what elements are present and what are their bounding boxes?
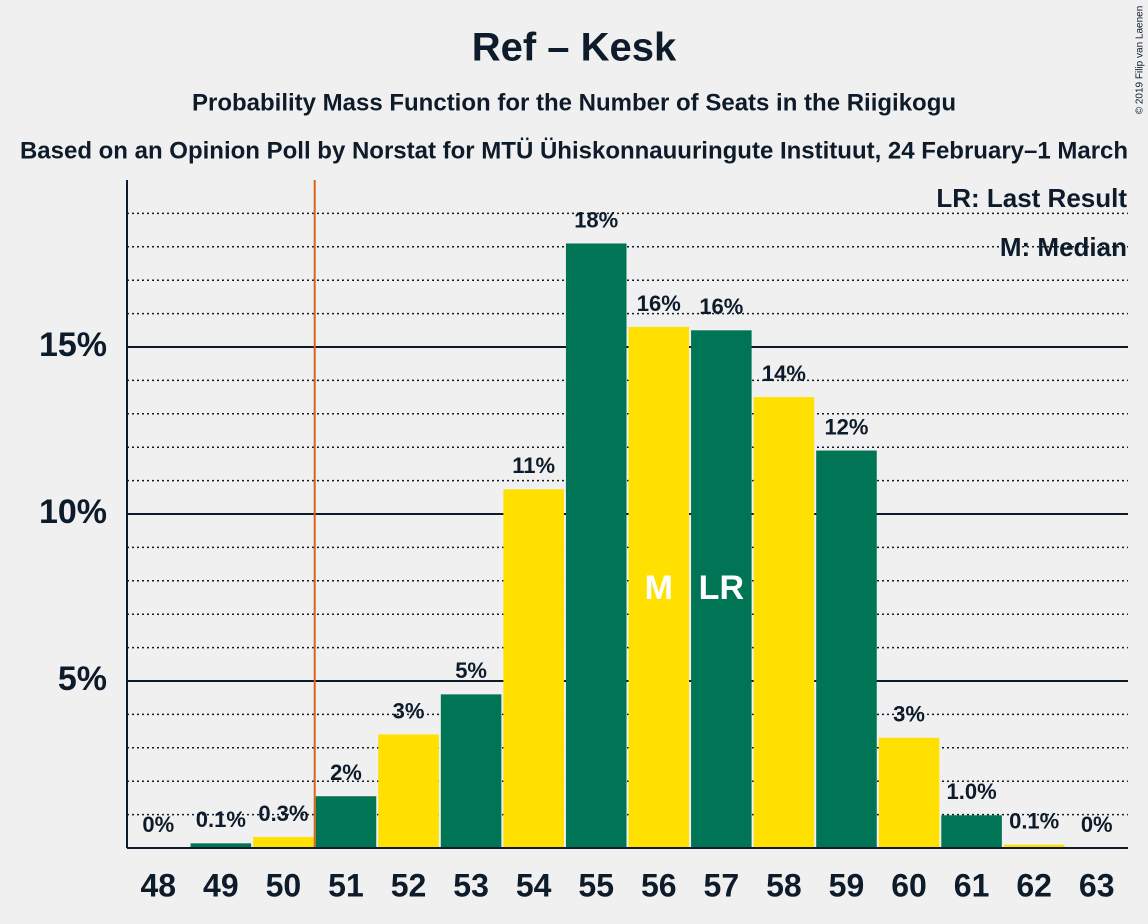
y-tick-label: 15%: [39, 326, 107, 364]
chart-title: Ref – Kesk: [472, 26, 677, 70]
bar: [440, 694, 502, 848]
x-tick-label: 55: [578, 867, 614, 903]
value-label: 3%: [893, 702, 925, 727]
x-tick-label: 53: [453, 867, 489, 903]
bar: [941, 815, 1002, 848]
y-tick-label: 5%: [58, 660, 107, 698]
x-tick-label: 57: [704, 867, 740, 903]
x-tick-label: 60: [891, 867, 927, 903]
x-tick-label: 52: [391, 867, 427, 903]
chart-subtitle: Based on an Opinion Poll by Norstat for …: [20, 137, 1128, 164]
chart-subtitle: Probability Mass Function for the Number…: [192, 89, 956, 116]
x-tick-label: 48: [140, 867, 176, 903]
value-label: 18%: [574, 207, 618, 232]
value-label: 3%: [393, 698, 425, 723]
value-label: 0%: [1081, 812, 1113, 837]
bar: [878, 737, 940, 848]
value-label: 11%: [512, 453, 555, 478]
x-tick-label: 51: [328, 867, 364, 903]
x-tick-label: 58: [766, 867, 802, 903]
x-tick-label: 62: [1016, 867, 1052, 903]
bar: [378, 734, 439, 848]
value-label: 0.1%: [196, 807, 246, 832]
value-label: 0.3%: [258, 801, 308, 826]
bar: [565, 243, 627, 848]
x-tick-label: 49: [203, 867, 239, 903]
bar: [190, 843, 252, 848]
bar: [816, 450, 877, 848]
x-tick-label: 56: [641, 867, 677, 903]
bar-annotation: M: [645, 569, 673, 607]
bar: [1003, 844, 1065, 848]
legend-entry: LR: Last Result: [936, 183, 1127, 213]
bar: [503, 489, 564, 848]
copyright: © 2019 Filip van Laenen: [1135, 6, 1146, 115]
bar: [315, 796, 377, 848]
x-tick-label: 63: [1079, 867, 1115, 903]
x-tick-label: 54: [516, 867, 552, 903]
bar-annotation: LR: [699, 569, 744, 607]
x-tick-label: 50: [266, 867, 302, 903]
y-tick-label: 10%: [39, 493, 107, 531]
bar: [253, 836, 314, 848]
x-tick-label: 59: [829, 867, 865, 903]
value-label: 16%: [699, 294, 743, 319]
value-label: 1.0%: [947, 779, 997, 804]
bar: [628, 326, 690, 849]
value-label: 14%: [762, 361, 806, 386]
value-label: 2%: [330, 760, 362, 785]
bar: [753, 397, 815, 848]
bar: [691, 330, 752, 848]
value-label: 16%: [637, 291, 681, 316]
value-label: 12%: [824, 414, 868, 439]
x-tick-label: 61: [954, 867, 990, 903]
value-label: 5%: [455, 658, 487, 683]
value-label: 0%: [142, 812, 174, 837]
value-label: 0.1%: [1009, 808, 1059, 833]
